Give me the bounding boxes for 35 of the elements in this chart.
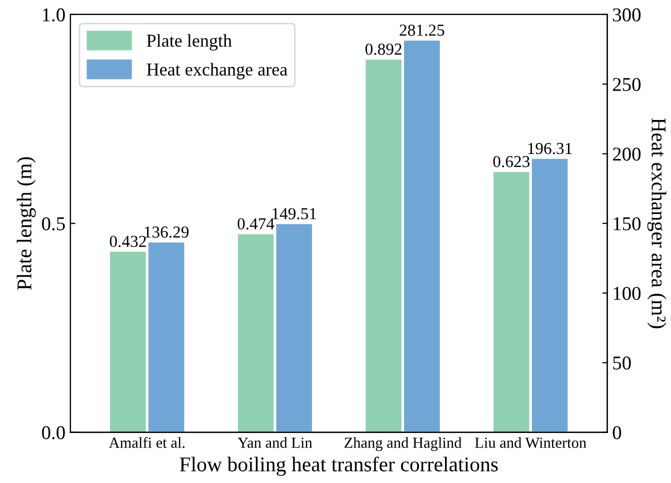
x-tick-label: Amalfi et al. — [108, 436, 185, 448]
data-label: 0.623 — [493, 156, 530, 168]
x-tick-label: Liu and Winterton — [475, 437, 586, 448]
bar — [494, 172, 530, 432]
data-label: 149.51 — [272, 208, 316, 220]
data-label: 0.432 — [110, 236, 146, 248]
y2-tick-label: 200 — [612, 148, 641, 161]
bar — [148, 242, 184, 432]
y-axis-title: Plate length (m) — [16, 157, 36, 290]
x-tick-label: Yan and Lin — [238, 437, 312, 448]
data-label: 196.31 — [528, 142, 572, 154]
y-tick-label: 1.0 — [43, 8, 65, 22]
y2-tick-label: 50 — [613, 356, 631, 370]
data-label: 0.892 — [365, 44, 402, 55]
bar — [532, 158, 568, 432]
y2-axis-title: Heat exchanger area (m²) — [647, 118, 666, 328]
bar — [238, 234, 274, 432]
legend-label: Plate length — [146, 34, 232, 51]
y2-tick-label: 300 — [613, 8, 641, 22]
data-label: 0.474 — [238, 218, 274, 230]
bar — [110, 252, 146, 432]
x-axis-title: Flow boiling heat transfer correlations — [180, 456, 498, 476]
legend-label: Heat exchange area — [146, 62, 288, 80]
y2-tick-label: 250 — [612, 78, 641, 92]
bar — [366, 60, 402, 432]
y2-tick-label: 100 — [614, 286, 641, 300]
data-label: 136.29 — [144, 226, 189, 238]
y-tick-label: 0.5 — [42, 217, 65, 230]
bar — [404, 40, 440, 432]
y2-tick-label: 0 — [612, 426, 622, 440]
x-tick-label: Zhang and Haglind — [344, 437, 462, 452]
bar — [276, 224, 312, 432]
data-label: 281.25 — [400, 24, 444, 36]
y-tick-label: 0.0 — [42, 426, 65, 440]
y2-tick-label: 150 — [614, 217, 641, 230]
